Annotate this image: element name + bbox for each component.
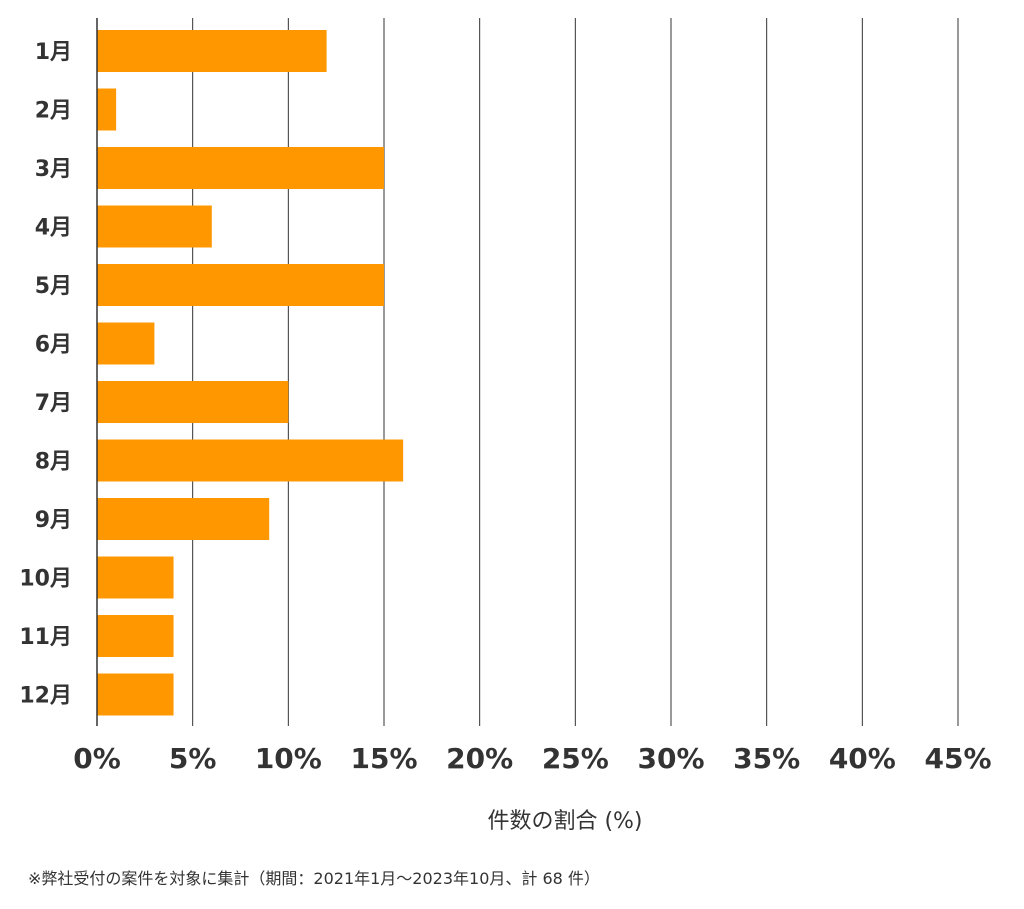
x-tick-label: 20% bbox=[446, 742, 513, 775]
x-axis-title: 件数の割合 (%) bbox=[487, 809, 642, 834]
category-label: 11月 bbox=[19, 625, 72, 650]
category-label: 9月 bbox=[35, 508, 72, 533]
bar bbox=[97, 673, 174, 716]
bar bbox=[97, 205, 212, 248]
bars bbox=[97, 30, 404, 716]
bar bbox=[97, 498, 270, 540]
bar bbox=[97, 322, 155, 365]
gridlines bbox=[192, 18, 959, 726]
category-label: 12月 bbox=[19, 684, 72, 709]
category-label: 4月 bbox=[35, 216, 72, 241]
x-tick-label: 5% bbox=[169, 742, 217, 775]
category-label: 1月 bbox=[35, 40, 72, 65]
x-tick-label: 15% bbox=[350, 742, 417, 775]
bar bbox=[97, 30, 327, 72]
x-tick-label: 40% bbox=[829, 742, 896, 775]
bar bbox=[97, 381, 289, 423]
category-label: 10月 bbox=[19, 567, 72, 592]
x-tick-label: 0% bbox=[73, 742, 121, 775]
category-label: 7月 bbox=[35, 391, 72, 416]
category-label: 6月 bbox=[35, 333, 72, 358]
x-tick-label: 30% bbox=[637, 742, 704, 775]
x-tick-label: 25% bbox=[542, 742, 609, 775]
category-label: 3月 bbox=[35, 157, 72, 182]
category-label: 2月 bbox=[35, 99, 72, 124]
category-labels: 1月 2月 3月 4月 5月 6月 7月 8月 9月 10月 11月 12月 bbox=[19, 40, 72, 709]
bar bbox=[97, 439, 404, 482]
x-tick-label: 35% bbox=[733, 742, 800, 775]
bar bbox=[97, 147, 384, 189]
bar bbox=[97, 556, 174, 599]
category-label: 5月 bbox=[35, 274, 72, 299]
bar bbox=[97, 615, 174, 657]
x-tick-label: 45% bbox=[924, 742, 991, 775]
footnote: ※弊社受付の案件を対象に集計（期間：2021年1月～2023年10月、計 68 … bbox=[28, 869, 600, 888]
x-tick-label: 10% bbox=[255, 742, 322, 775]
bar bbox=[97, 264, 384, 306]
bar bbox=[97, 88, 117, 131]
category-label: 8月 bbox=[35, 450, 72, 475]
x-tick-labels: 0% 5% 10% 15% 20% 25% 30% 35% 40% 45% bbox=[73, 742, 991, 775]
